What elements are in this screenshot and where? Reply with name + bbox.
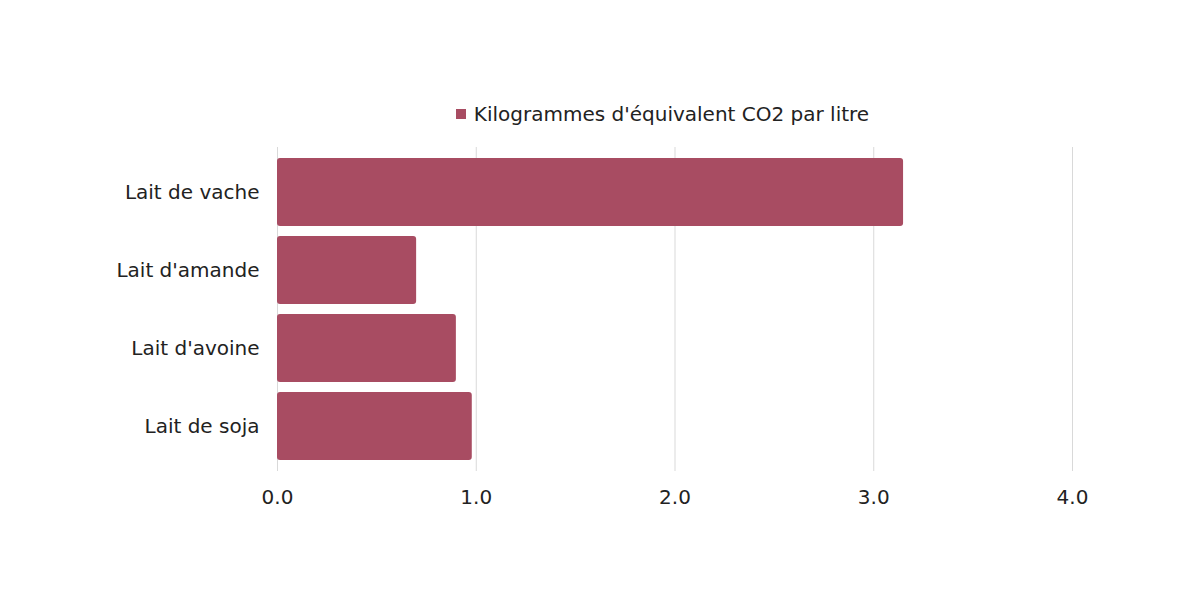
svg-text:2.0: 2.0 bbox=[659, 485, 691, 509]
svg-text:4.0: 4.0 bbox=[1057, 485, 1089, 509]
html-text:Kilogrammes d'équivalent CO2 p: Kilogrammes d'équivalent CO2 par litre bbox=[473, 102, 870, 126]
svg-text:Lait de vache: Lait de vache bbox=[125, 180, 260, 204]
svg-text:Lait d'avoine: Lait d'avoine bbox=[131, 336, 259, 360]
svg-text:0.0: 0.0 bbox=[262, 485, 294, 509]
svg-text:Lait d'amande: Lait d'amande bbox=[116, 258, 259, 282]
svg-text:1.0: 1.0 bbox=[460, 485, 492, 509]
svg-text:Lait de soja: Lait de soja bbox=[145, 414, 260, 438]
svg-text:3.0: 3.0 bbox=[858, 485, 890, 509]
